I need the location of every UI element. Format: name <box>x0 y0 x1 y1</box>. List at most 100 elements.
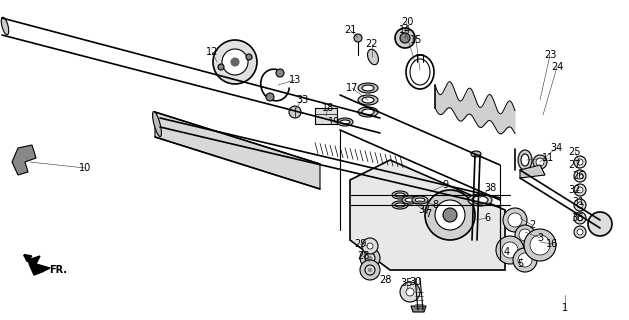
Ellipse shape <box>402 196 418 204</box>
Text: 1: 1 <box>562 303 568 313</box>
Text: 10: 10 <box>79 163 91 173</box>
Circle shape <box>266 93 274 101</box>
Text: 36: 36 <box>571 213 583 223</box>
Ellipse shape <box>471 151 481 157</box>
Circle shape <box>231 58 239 66</box>
Polygon shape <box>411 306 426 312</box>
Circle shape <box>367 243 373 249</box>
Text: 20: 20 <box>401 17 413 27</box>
Circle shape <box>577 202 583 208</box>
Circle shape <box>518 253 532 267</box>
Circle shape <box>536 158 544 166</box>
Text: 27: 27 <box>569 160 581 170</box>
Text: 23: 23 <box>544 50 556 60</box>
Text: 37: 37 <box>419 205 431 215</box>
Circle shape <box>588 212 612 236</box>
Text: 6: 6 <box>484 213 490 223</box>
Text: 24: 24 <box>551 62 563 72</box>
Polygon shape <box>155 112 320 189</box>
Text: 15: 15 <box>410 35 422 45</box>
Circle shape <box>435 200 465 230</box>
Circle shape <box>574 212 586 224</box>
Circle shape <box>360 248 380 268</box>
Circle shape <box>362 238 378 254</box>
Circle shape <box>574 199 586 211</box>
Circle shape <box>406 288 414 296</box>
Circle shape <box>400 282 420 302</box>
Circle shape <box>276 69 284 77</box>
Text: 7: 7 <box>425 209 431 219</box>
Circle shape <box>508 213 522 227</box>
Circle shape <box>577 187 583 193</box>
Ellipse shape <box>367 49 379 65</box>
Ellipse shape <box>415 198 425 202</box>
Text: 17: 17 <box>346 83 358 93</box>
Circle shape <box>577 215 583 221</box>
Text: 12: 12 <box>206 47 218 57</box>
Ellipse shape <box>362 97 374 103</box>
Circle shape <box>365 253 375 263</box>
Ellipse shape <box>412 196 428 204</box>
Circle shape <box>574 226 586 238</box>
Ellipse shape <box>521 154 529 166</box>
Circle shape <box>574 170 586 182</box>
Ellipse shape <box>362 109 374 115</box>
Circle shape <box>533 155 547 169</box>
Circle shape <box>502 242 518 258</box>
Ellipse shape <box>392 201 408 209</box>
Text: 25: 25 <box>569 147 581 157</box>
Text: 32: 32 <box>569 185 581 195</box>
Circle shape <box>400 33 410 43</box>
Ellipse shape <box>358 107 378 117</box>
Ellipse shape <box>358 83 378 93</box>
Text: 11: 11 <box>542 153 554 163</box>
Circle shape <box>443 208 457 222</box>
Ellipse shape <box>472 196 488 204</box>
Polygon shape <box>350 160 505 270</box>
Circle shape <box>354 34 362 42</box>
Text: 22: 22 <box>365 39 378 49</box>
Text: 28: 28 <box>357 251 369 261</box>
Ellipse shape <box>468 194 492 206</box>
Ellipse shape <box>405 198 415 202</box>
Circle shape <box>519 229 531 241</box>
Circle shape <box>360 260 380 280</box>
Circle shape <box>574 184 586 196</box>
Circle shape <box>515 225 535 245</box>
Ellipse shape <box>395 203 405 207</box>
Polygon shape <box>520 165 545 178</box>
Ellipse shape <box>340 120 350 124</box>
Text: 34: 34 <box>550 143 562 153</box>
Text: 8: 8 <box>432 200 438 210</box>
Text: 35: 35 <box>401 278 413 288</box>
Ellipse shape <box>518 150 532 170</box>
Circle shape <box>577 229 583 235</box>
Ellipse shape <box>1 17 9 35</box>
Text: 33: 33 <box>296 95 308 105</box>
Text: 31: 31 <box>572 197 584 207</box>
Circle shape <box>425 190 475 240</box>
Ellipse shape <box>337 118 353 126</box>
Circle shape <box>289 106 301 118</box>
Ellipse shape <box>392 191 408 199</box>
Text: 4: 4 <box>504 247 510 257</box>
Circle shape <box>513 248 537 272</box>
Ellipse shape <box>406 55 434 89</box>
Text: 3: 3 <box>537 233 543 243</box>
Text: 19: 19 <box>328 117 340 127</box>
Polygon shape <box>12 145 36 175</box>
Circle shape <box>222 49 248 75</box>
Circle shape <box>530 235 550 255</box>
Circle shape <box>395 28 415 48</box>
Text: 16: 16 <box>546 239 558 249</box>
Text: 2: 2 <box>529 220 535 230</box>
Ellipse shape <box>395 193 405 197</box>
Circle shape <box>246 54 252 60</box>
Text: 21: 21 <box>344 25 356 35</box>
Text: 13: 13 <box>289 75 301 85</box>
Circle shape <box>577 173 583 179</box>
Polygon shape <box>28 256 50 275</box>
Circle shape <box>365 265 375 275</box>
Text: 14: 14 <box>399 25 411 35</box>
Ellipse shape <box>410 59 430 85</box>
